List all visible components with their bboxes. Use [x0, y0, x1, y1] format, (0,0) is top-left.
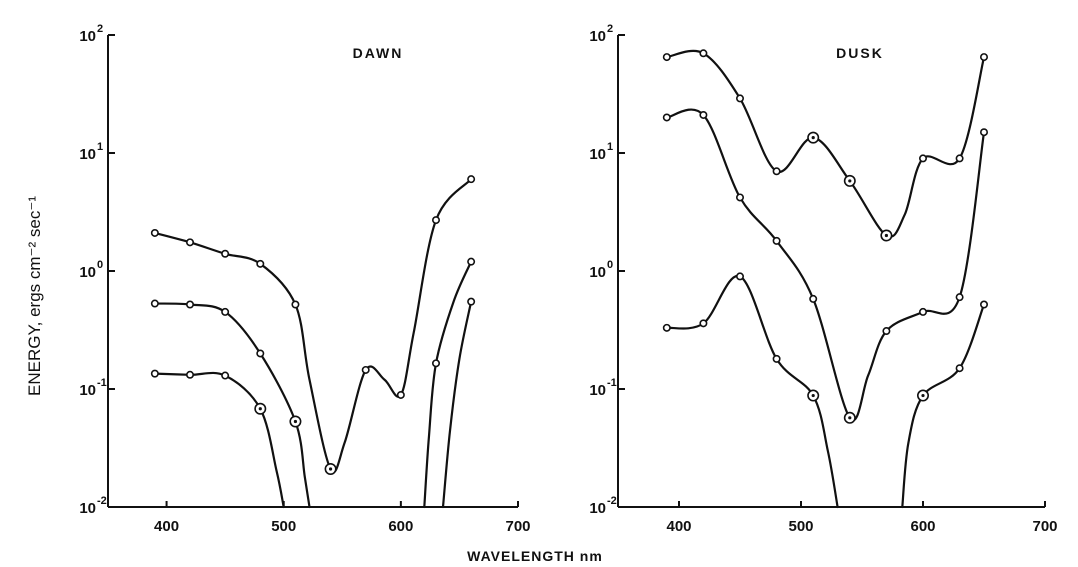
dusk-series-2-point	[735, 193, 744, 202]
dusk-series-3-point	[772, 354, 781, 363]
dawn-series-2-point	[467, 257, 476, 266]
dawn-series-1-point	[431, 216, 440, 225]
dusk-series-1-point-center	[848, 179, 852, 183]
dusk-series-1-point-center	[884, 233, 889, 238]
dusk-y-tick-exponent: 2	[607, 23, 613, 35]
dawn-series-2-line	[153, 302, 311, 509]
dawn-y-tick-label: 10	[79, 500, 96, 517]
dawn-series-3-point	[186, 370, 195, 379]
dawn-series-1-point	[467, 175, 476, 184]
dusk-y-tick-label: 10	[589, 28, 606, 45]
dusk-series-1-line	[665, 49, 986, 238]
dawn-series-3-point-center	[258, 407, 262, 411]
dawn-series-3-line	[153, 371, 285, 509]
dusk-series-3-point-center	[811, 393, 815, 398]
dusk-y-tick-exponent: -1	[607, 377, 617, 389]
dusk-series-2-point	[918, 307, 927, 316]
dawn-series-3-line	[441, 300, 473, 509]
x-axis-label: WAVELENGTH nm	[467, 548, 603, 564]
dusk-series-3-point	[662, 323, 671, 332]
dusk-series-2-point-center	[848, 416, 852, 420]
dawn-series-2-point-center	[293, 419, 298, 424]
dawn-y-tick-label: 10	[79, 264, 96, 281]
dawn-series-1-point	[291, 300, 300, 309]
dusk-series-2-point	[955, 293, 964, 302]
dusk-series-1-point	[772, 167, 781, 176]
dusk-x-tick-label: 500	[788, 518, 813, 535]
dusk-y-tick-exponent: -2	[607, 495, 617, 507]
dusk-series-2-point	[882, 327, 891, 336]
dawn-series-2-point	[186, 300, 195, 309]
dusk-y-tick-label: 10	[589, 500, 606, 517]
dawn-panel-title: DAWN	[353, 45, 404, 61]
dawn-series-2-line	[423, 260, 473, 509]
dawn-y-tick-exponent: -1	[97, 377, 107, 389]
dawn-series-1-point	[150, 228, 159, 237]
dawn-y-tick-exponent: 2	[97, 23, 103, 35]
dawn-series-1-point	[256, 259, 265, 268]
dusk-series-2-point	[772, 236, 781, 245]
dusk-series-3-point-center	[921, 393, 925, 398]
dusk-y-tick-label: 10	[589, 382, 606, 399]
dawn-x-tick-label: 500	[271, 518, 296, 535]
dawn-series-2-point	[256, 349, 265, 358]
dusk-series-2-point	[809, 294, 818, 303]
dawn-series-1-point	[186, 238, 195, 247]
dusk-series-1-point	[918, 154, 927, 163]
dusk-series-2-point	[979, 128, 988, 137]
dusk-series-3-line	[901, 303, 986, 509]
dawn-series-1-point	[396, 390, 405, 399]
dusk-series-3-point	[979, 300, 988, 309]
dawn-series-1-line	[153, 178, 473, 473]
dusk-series-2-point	[699, 110, 708, 119]
dawn-series-3-point	[467, 297, 476, 306]
dusk-x-tick-label: 400	[666, 518, 691, 535]
dawn-y-tick-exponent: -2	[97, 495, 107, 507]
dusk-series-1-point	[735, 94, 744, 103]
y-axis-label: ENERGY, ergs cm⁻² sec⁻¹	[25, 196, 44, 396]
dawn-series-1-point	[361, 365, 370, 374]
dawn-y-tick-exponent: 1	[97, 141, 103, 153]
dawn-series-2-point	[431, 359, 440, 368]
dawn-series-3-point	[221, 371, 230, 380]
dawn-x-tick-label: 700	[505, 518, 530, 535]
dusk-series-1-point	[979, 53, 988, 62]
dusk-series-2-line	[665, 108, 986, 422]
dusk-series-1-point	[662, 53, 671, 62]
dawn-x-tick-label: 400	[154, 518, 179, 535]
dusk-y-tick-label: 10	[589, 146, 606, 163]
dusk-series-1-point-center	[811, 136, 815, 140]
dawn-series-1-point	[221, 249, 230, 258]
dusk-series-3-point	[699, 319, 708, 328]
dawn-series-3-point	[150, 369, 159, 378]
dawn-y-tick-exponent: 0	[97, 259, 103, 271]
dusk-y-tick-label: 10	[589, 264, 606, 281]
dawn-series-2-point	[150, 299, 159, 308]
dawn-series-2-point	[221, 307, 230, 316]
dawn-y-tick-label: 10	[79, 382, 96, 399]
dusk-x-tick-label: 600	[910, 518, 935, 535]
dawn-series-1-point-center	[328, 467, 333, 471]
dusk-y-tick-exponent: 0	[607, 259, 613, 271]
dusk-series-2-point	[662, 113, 671, 122]
dusk-series-1-point	[955, 154, 964, 163]
dawn-y-tick-label: 10	[79, 28, 96, 45]
dusk-panel-title: DUSK	[836, 45, 884, 61]
dusk-series-3-point	[735, 272, 744, 281]
dusk-y-tick-exponent: 1	[607, 141, 613, 153]
dusk-series-3-point	[955, 364, 964, 373]
dusk-x-tick-label: 700	[1032, 518, 1057, 535]
dawn-y-tick-label: 10	[79, 146, 96, 163]
dusk-series-1-point	[699, 49, 708, 58]
dawn-x-tick-label: 600	[388, 518, 413, 535]
